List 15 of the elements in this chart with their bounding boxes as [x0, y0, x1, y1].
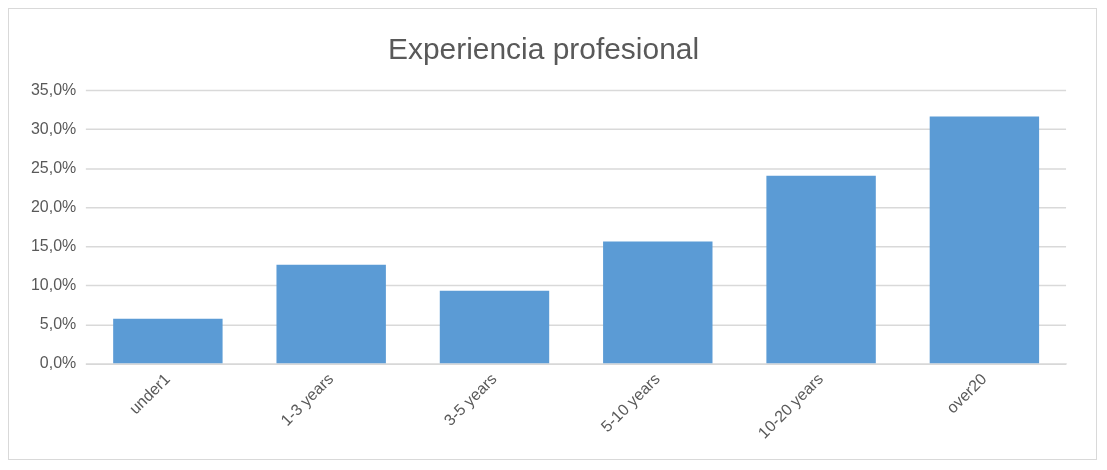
- y-tick-label: 0,0%: [39, 354, 77, 372]
- bar: [766, 175, 876, 364]
- chart-title: Experiencia profesional: [387, 32, 700, 66]
- bar: [113, 318, 223, 364]
- bar: [439, 290, 550, 364]
- bar: [276, 264, 386, 364]
- y-tick-label: 10,0%: [30, 276, 77, 294]
- y-tick-label: 25,0%: [30, 159, 77, 177]
- y-tick-label: 15,0%: [30, 237, 77, 255]
- y-tick-label: 5,0%: [39, 315, 77, 333]
- y-tick-label: 30,0%: [30, 120, 77, 138]
- y-tick-label: 20,0%: [30, 198, 77, 216]
- y-tick-label: 35,0%: [30, 81, 77, 99]
- bar: [929, 116, 1040, 364]
- bar: [603, 241, 713, 364]
